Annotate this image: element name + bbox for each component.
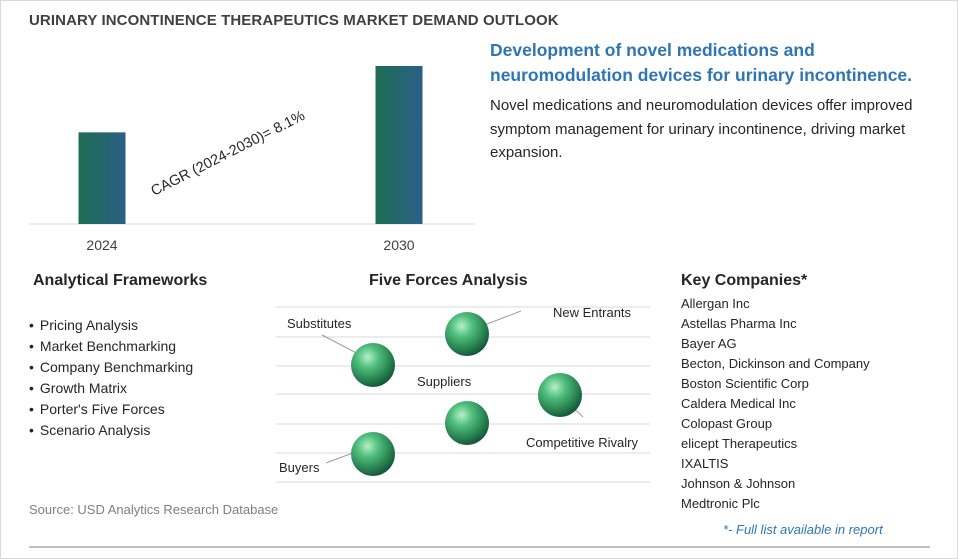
source-note: Source: USD Analytics Research Database [29,502,279,517]
five-forces-diagram: Substitutes New Entrants Suppliers Compe… [276,297,650,489]
list-item: Bayer AG [681,336,737,351]
sphere-buyers [351,432,395,476]
list-item: Pricing Analysis [29,315,193,336]
sphere-substitutes [351,343,395,387]
list-item: elicept Therapeutics [681,436,798,451]
five-forces-title: Five Forces Analysis [369,272,528,289]
label-buyers: Buyers [279,460,320,475]
list-item: IXALTIS [681,456,729,471]
list-item: Colopast Group [681,416,773,431]
bar-chart: 2024 2030 CAGR (2024-2030)= 8.1% [29,36,475,266]
list-item: Johnson & Johnson [681,476,796,491]
sphere-rivalry [538,373,582,417]
list-item: Caldera Medical Inc [681,396,796,411]
full-list-note: *- Full list available in report [723,522,883,537]
bottom-divider [29,546,930,548]
list-item: Boston Scientific Corp [681,376,809,391]
companies-title: Key Companies* [681,272,808,289]
list-item: Porter's Five Forces [29,399,193,420]
list-item: Company Benchmarking [29,357,193,378]
page-title: URINARY INCONTINENCE THERAPEUTICS MARKET… [29,12,559,29]
insight-headline: Development of novel medications and neu… [490,40,913,85]
list-item: Astellas Pharma Inc [681,316,797,331]
companies-list: Allergan Inc Astellas Pharma Inc Bayer A… [681,294,870,514]
label-substitutes: Substitutes [287,316,352,331]
list-item: Scenario Analysis [29,420,193,441]
label-competitive-rivalry: Competitive Rivalry [526,435,638,450]
list-item: Allergan Inc [681,296,750,311]
bar-2030 [375,66,423,224]
list-item: Growth Matrix [29,378,193,399]
frameworks-list: Pricing Analysis Market Benchmarking Com… [29,315,193,441]
cagr-annotation: CAGR (2024-2030)= 8.1% [149,108,308,200]
list-item: Medtronic Plc [681,496,760,511]
sphere-new-entrants [445,312,489,356]
bar-2024 [78,132,126,224]
label-new-entrants: New Entrants [553,305,632,320]
list-item: Market Benchmarking [29,336,193,357]
sphere-suppliers [445,401,489,445]
x-tick-label: 2030 [383,237,414,253]
x-tick-label: 2024 [86,237,117,253]
list-item: Becton, Dickinson and Company [681,356,870,371]
label-suppliers: Suppliers [417,374,472,389]
frameworks-title: Analytical Frameworks [33,272,208,289]
insight-description: Novel medications and neuromodulation de… [490,97,913,161]
